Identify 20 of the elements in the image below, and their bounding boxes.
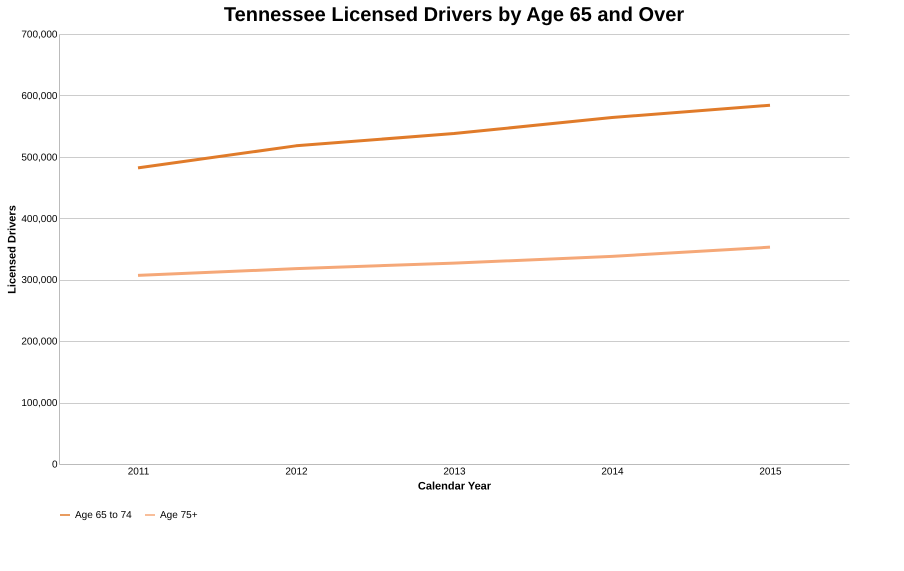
x-tick-label: 2012 [285, 466, 308, 478]
x-tick-label: 2015 [759, 466, 782, 478]
y-tick-label: 0 [52, 460, 58, 470]
y-tick-label: 600,000 [21, 90, 58, 102]
y-tick-label: 100,000 [21, 398, 58, 410]
y-tick-label: 500,000 [21, 152, 58, 164]
legend-label: Age 65 to 74 [75, 510, 132, 521]
x-tick-label: 2013 [443, 466, 466, 478]
y-tick-label: 700,000 [21, 30, 58, 40]
x-tick-label: 2014 [601, 466, 624, 478]
line-series [136, 246, 772, 277]
y-tick-label: 200,000 [21, 336, 58, 348]
y-axis-title: Licensed Drivers [6, 205, 18, 294]
x-tick-label: 2011 [128, 466, 150, 478]
y-tick-label: 400,000 [21, 214, 58, 225]
chart-title: Tennessee Licensed Drivers by Age 65 and Over [224, 4, 684, 26]
legend-label: Age 75+ [160, 510, 198, 521]
x-axis-title: Calendar Year [418, 480, 492, 492]
y-tick-label: 300,000 [21, 275, 58, 286]
line-series [136, 104, 772, 170]
